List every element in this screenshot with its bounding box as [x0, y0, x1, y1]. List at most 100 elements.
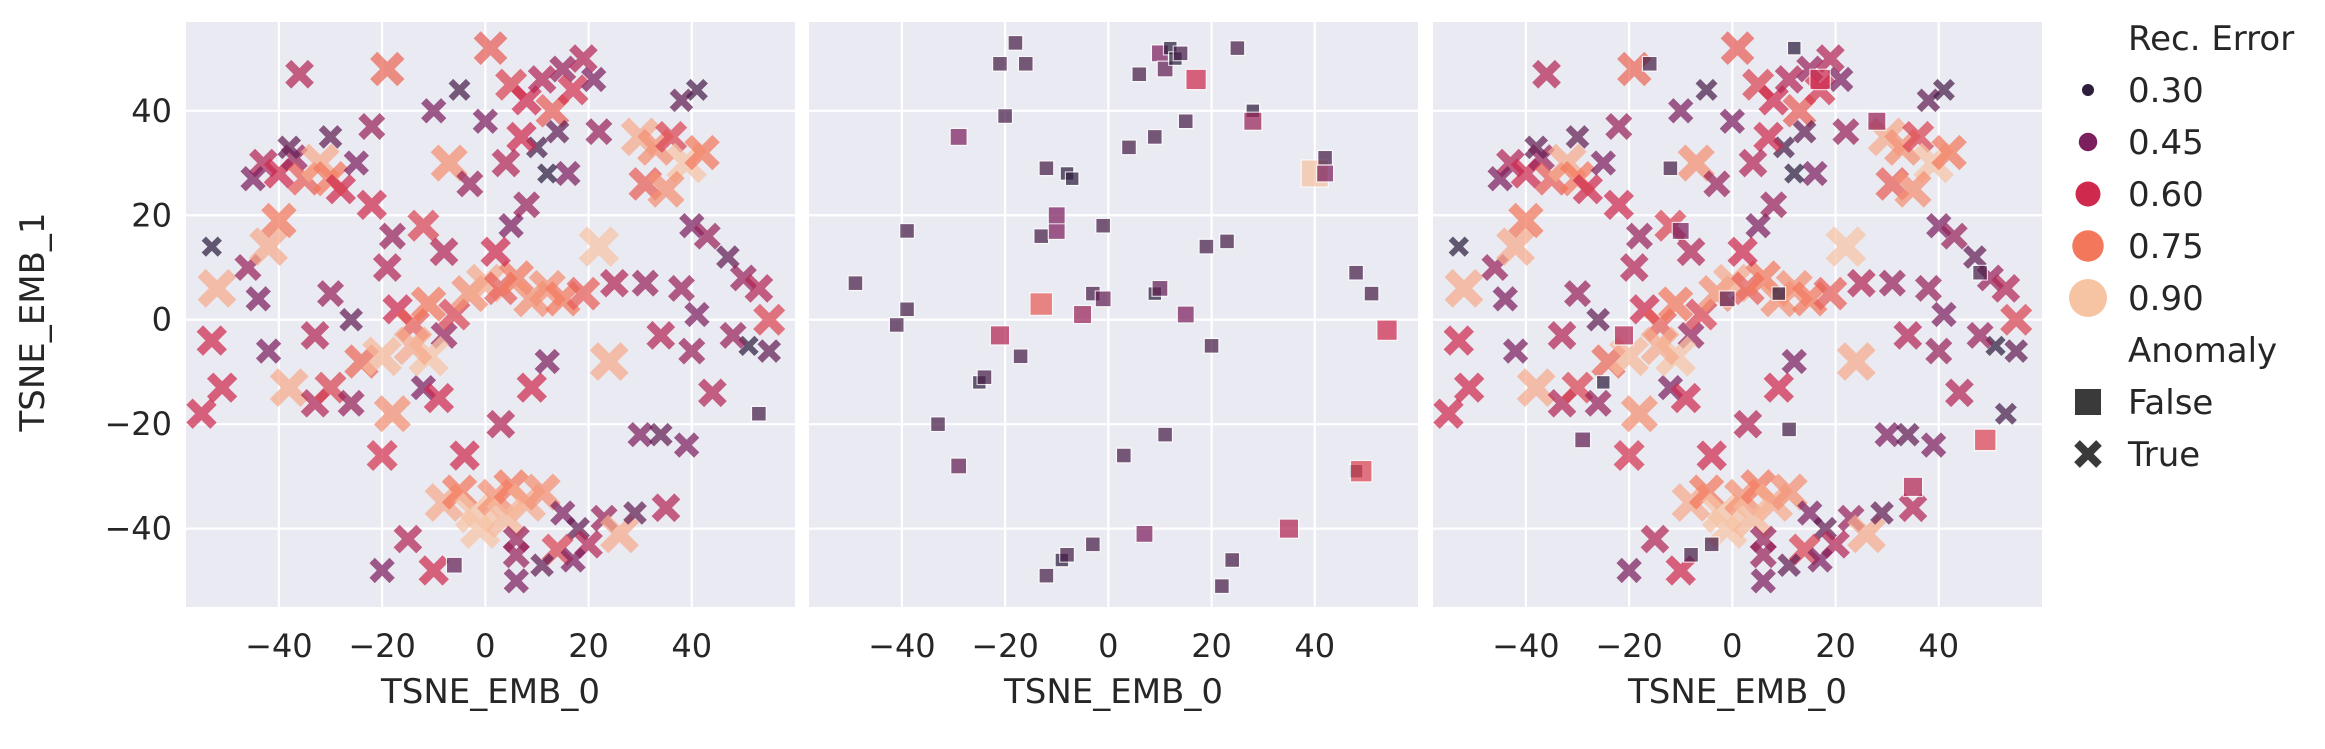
normal-point	[1348, 264, 1365, 281]
anomaly-point	[1492, 286, 1518, 312]
normal-point	[750, 405, 767, 422]
anomaly-point	[1572, 173, 1604, 205]
legend-size-label: 0.90	[2128, 279, 2204, 319]
normal-point	[888, 316, 905, 333]
anomaly-point	[393, 326, 433, 366]
panel-3: −40 −20 0 20 40 TSNE_EMB_0	[1433, 22, 2042, 712]
legend-x-marker	[2074, 440, 2102, 468]
x-tick-label: 40	[1918, 627, 1959, 665]
anomaly-point	[362, 336, 403, 377]
anomaly-point	[2004, 339, 2029, 363]
normal-point	[1012, 348, 1029, 365]
anomaly-point	[197, 268, 237, 308]
anomaly-point	[549, 55, 577, 83]
anomaly-point	[1874, 421, 1900, 448]
anomaly-point	[1696, 440, 1727, 471]
anomaly-point	[2000, 303, 2033, 336]
normal-point	[1064, 171, 1080, 187]
anomaly-point	[356, 189, 387, 220]
x-axis-label: TSNE_EMB_0	[1003, 672, 1223, 712]
legend-size-marker	[2078, 132, 2098, 152]
anomaly-point	[631, 269, 659, 297]
anomaly-point	[503, 568, 529, 594]
anomaly-point	[1508, 202, 1544, 239]
anomaly-point	[373, 395, 411, 433]
normal-point	[1072, 304, 1093, 325]
legend-marker-title: Anomaly	[2128, 331, 2277, 371]
anomaly-point	[1774, 65, 1804, 94]
normal-point	[1219, 233, 1236, 250]
normal-point	[1595, 375, 1611, 390]
normal-point	[976, 369, 993, 386]
anomaly-point	[1613, 440, 1645, 472]
anomaly-point	[647, 170, 685, 208]
anomaly-point	[300, 321, 330, 350]
normal-point	[989, 325, 1011, 346]
anomaly-point	[545, 119, 570, 144]
anomaly-point	[1784, 163, 1805, 184]
normal-point	[1363, 285, 1380, 302]
y-tick-label: −40	[104, 510, 172, 548]
anomaly-point	[1878, 269, 1906, 297]
anomaly-point	[1640, 326, 1680, 366]
anomaly-point	[566, 276, 601, 311]
anomaly-point	[421, 98, 447, 124]
normal-point	[1867, 111, 1887, 131]
anomaly-point	[1719, 108, 1745, 134]
anomaly-point	[1677, 144, 1715, 182]
anomaly-point	[757, 339, 782, 363]
anomaly-point	[651, 493, 681, 523]
normal-point	[1095, 217, 1112, 234]
legend-square-marker	[2075, 389, 2101, 415]
anomaly-point	[1502, 338, 1529, 364]
normal-point	[1771, 286, 1787, 302]
x-tick-label: −40	[1492, 627, 1560, 665]
anomaly-point	[1532, 59, 1561, 89]
anomaly-point	[1940, 222, 1968, 250]
anomaly-point	[1670, 382, 1702, 414]
normal-point	[1176, 305, 1195, 324]
normal-point	[1902, 476, 1924, 498]
normal-point	[1157, 426, 1174, 443]
anomaly-point	[1870, 501, 1894, 525]
anomaly-point	[498, 213, 524, 239]
anomaly-point	[1720, 31, 1755, 65]
anomaly-point	[1781, 348, 1807, 375]
normal-point	[1317, 149, 1334, 166]
anomaly-point	[1547, 321, 1577, 350]
normal-point	[950, 457, 968, 475]
anomaly-point	[255, 338, 282, 364]
anomaly-point	[1738, 148, 1768, 178]
anomaly-point	[1847, 514, 1886, 554]
x-tick-label: 40	[671, 627, 712, 665]
anomaly-point	[1931, 134, 1967, 171]
panel-2: −40 −20 0 20 40 TSNE_EMB_0	[809, 22, 1418, 712]
anomaly-point	[600, 268, 629, 298]
anomaly-point	[1920, 432, 1947, 458]
anomaly-point	[378, 222, 406, 250]
anomaly-point	[1625, 222, 1653, 250]
normal-point	[930, 416, 946, 433]
anomaly-point	[407, 209, 440, 242]
anomaly-point	[684, 134, 720, 171]
normal-point	[1972, 264, 1989, 281]
anomaly-point	[1925, 337, 1953, 365]
anomaly-point	[1727, 236, 1758, 268]
anomaly-point	[1945, 378, 1974, 408]
normal-point	[1781, 421, 1798, 438]
anomaly-point	[1584, 389, 1612, 417]
anomaly-point	[393, 524, 423, 554]
anomaly-point	[719, 321, 747, 349]
anomaly-point	[1931, 301, 1957, 328]
normal-point	[1973, 428, 1997, 452]
anomaly-point	[1847, 268, 1876, 298]
anomaly-point	[1807, 547, 1833, 573]
anomaly-point	[201, 236, 222, 257]
y-tick-label: 40	[131, 92, 172, 130]
normal-point	[1198, 238, 1215, 255]
anomaly-point	[1770, 473, 1808, 511]
normal-point	[1084, 536, 1101, 553]
anomaly-point	[358, 112, 386, 140]
anomaly-point	[1916, 88, 1941, 113]
